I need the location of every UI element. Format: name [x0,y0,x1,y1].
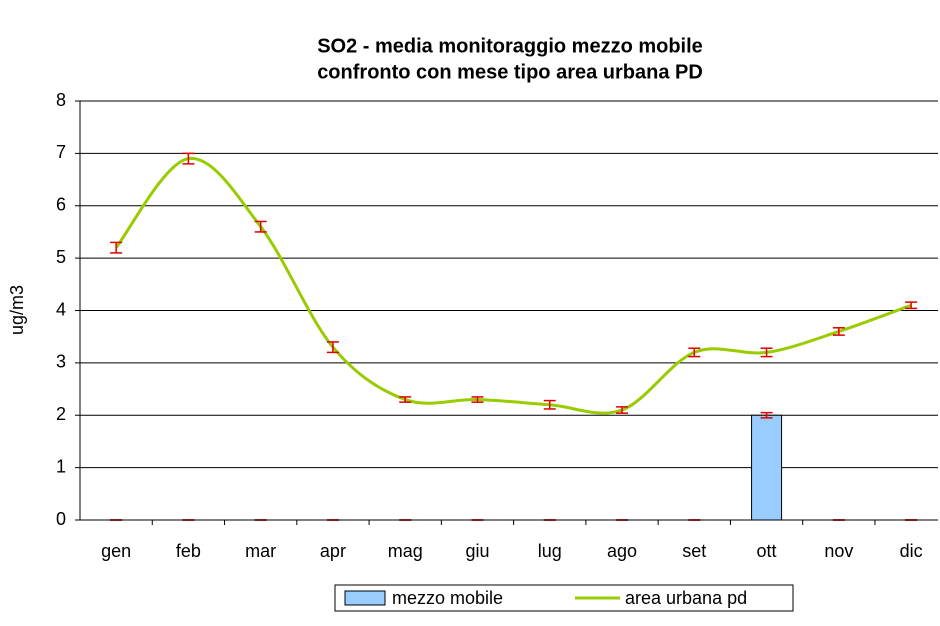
x-tick-label: giu [465,541,489,561]
legend-box [334,584,794,612]
x-tick-label: lug [538,541,562,561]
bar [751,414,783,521]
y-axis-label: ug/m3 [7,285,27,335]
y-tick-label: 5 [56,247,66,267]
chart-title: confronto con mese tipo area urbana PD [317,61,703,83]
legend-label: area urbana pd [625,588,747,608]
x-tick-label: dic [900,541,923,561]
chart-title: SO2 - media monitoraggio mezzo mobile [317,35,703,57]
x-tick-label: gen [101,541,131,561]
y-tick-label: 8 [56,90,66,110]
y-tick-label: 3 [56,352,66,372]
x-tick-label: mar [245,541,276,561]
legend-label: mezzo mobile [392,588,503,608]
y-tick-label: 6 [56,195,66,215]
y-tick-label: 4 [56,299,66,319]
y-tick-label: 0 [56,509,66,529]
x-tick-label: nov [824,541,853,561]
line [114,157,912,415]
y-tick-label: 2 [56,404,66,424]
y-tick-label: 7 [56,142,66,162]
legend-swatch [344,590,386,606]
y-tick-label: 1 [56,456,66,476]
x-tick-label: set [682,541,706,561]
x-tick-label: mag [388,541,423,561]
x-tick-label: feb [176,541,201,561]
x-tick-label: ott [757,541,777,561]
x-tick-label: ago [607,541,637,561]
x-tick-label: apr [320,541,346,561]
